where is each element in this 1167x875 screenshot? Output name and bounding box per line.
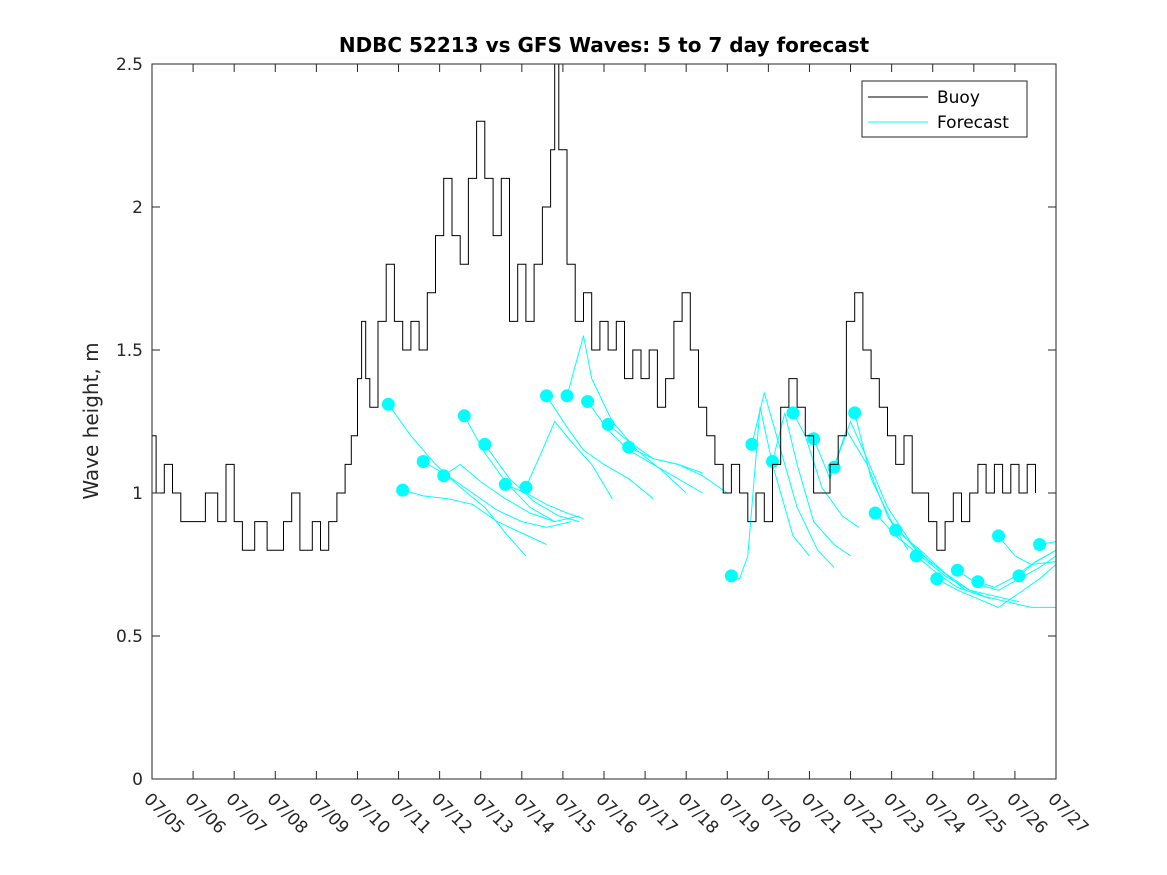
forecast-trace: [402, 489, 547, 545]
forecast-start-point: [786, 406, 800, 420]
y-tick-label: 1.5: [116, 341, 143, 361]
forecast-trace: [792, 412, 860, 528]
forecast-start-point: [909, 549, 923, 563]
x-tick-label: 07/23: [879, 789, 928, 838]
forecast-trace: [505, 483, 584, 520]
forecast-trace: [525, 420, 613, 499]
forecast-start-point: [540, 389, 553, 403]
x-tick-label: 07/11: [386, 789, 435, 838]
legend-buoy-label: Buoy: [937, 88, 980, 108]
y-tick-label: 2.5: [116, 55, 143, 75]
legend: Buoy Forecast: [861, 80, 1028, 138]
y-axis: 0 0.5 1 1.5 2 2.5: [116, 55, 1056, 790]
y-tick-label: 2: [132, 198, 143, 218]
forecast-trace: [387, 404, 527, 557]
x-tick-label: 07/19: [715, 789, 764, 838]
x-tick-label: 07/27: [1043, 789, 1092, 838]
chart-title: NDBC 52213 vs GFS Waves: 5 to 7 day fore…: [339, 33, 870, 57]
x-tick-label: 07/07: [222, 789, 271, 838]
forecast-start-point: [381, 397, 395, 411]
forecast-start-point: [519, 480, 533, 494]
forecast-start-point: [581, 395, 595, 408]
y-tick-label: 1: [132, 484, 143, 504]
forecast-start-point: [971, 575, 985, 589]
x-tick-label: 07/18: [674, 789, 723, 838]
x-tick-label: 07/20: [756, 789, 805, 838]
x-tick-label: 07/26: [1002, 789, 1051, 838]
forecast-start-point: [930, 572, 944, 586]
forecast-start-point: [745, 437, 759, 451]
x-tick-label: 07/24: [920, 789, 969, 838]
forecast-start-point: [478, 437, 492, 451]
x-tick-label: 07/14: [509, 789, 558, 838]
legend-box: [861, 80, 1028, 138]
x-tick-label: 07/06: [181, 789, 230, 838]
forecast-trace: [998, 535, 1057, 566]
legend-forecast-label: Forecast: [937, 113, 1009, 133]
y-tick-label: 0.5: [116, 627, 143, 647]
forecast-start-point: [724, 569, 738, 583]
x-tick-label: 07/09: [304, 789, 353, 838]
x-tick-label: 07/15: [550, 789, 599, 838]
forecast-trace: [1018, 549, 1057, 577]
x-tick-label: 07/21: [797, 789, 846, 838]
forecast-start-point: [437, 469, 451, 483]
forecast-start-point: [889, 523, 903, 537]
forecast-trace: [813, 428, 909, 551]
forecast-start-point: [601, 417, 615, 431]
y-axis-label: Wave height, m: [79, 342, 103, 499]
forecast-trace: [936, 564, 1057, 608]
forecast-trace: [628, 446, 703, 474]
forecast-trace: [895, 529, 1020, 603]
x-tick-label: 07/22: [838, 789, 887, 838]
x-tick-label: 07/12: [427, 789, 476, 838]
buoy-line: [152, 63, 1036, 551]
forecast-start-point: [457, 409, 471, 423]
x-tick-label: 07/25: [961, 789, 1010, 838]
forecast-trace: [731, 407, 810, 580]
forecast-start-point: [622, 440, 636, 454]
forecast-trace: [443, 463, 555, 523]
forecast-start-point: [498, 477, 512, 491]
forecast-trace: [546, 395, 654, 500]
forecast-start-point: [848, 406, 862, 420]
forecast-trace: [751, 390, 835, 568]
forecast-start-point: [1012, 569, 1026, 583]
y-tick-label: 0: [132, 770, 143, 790]
forecast-start-point: [396, 483, 410, 497]
x-tick-label: 07/13: [468, 789, 517, 838]
forecast-start-point: [868, 506, 882, 520]
forecast-trace: [484, 444, 580, 523]
series-layer: [152, 63, 1057, 608]
forecast-trace: [772, 412, 851, 557]
x-tick-label: 07/08: [263, 789, 312, 838]
forecast-start-point: [992, 529, 1005, 543]
forecast-start-point: [950, 563, 964, 577]
x-tick-label: 07/10: [345, 789, 394, 838]
forecast-trace: [833, 420, 934, 565]
x-tick-label: 07/17: [633, 789, 682, 838]
forecast-start-point: [560, 389, 574, 403]
forecast-start-point: [416, 455, 430, 468]
x-tick-label: 07/05: [139, 789, 188, 838]
x-tick-label: 07/16: [591, 789, 640, 838]
forecast-start-point: [1033, 538, 1047, 551]
